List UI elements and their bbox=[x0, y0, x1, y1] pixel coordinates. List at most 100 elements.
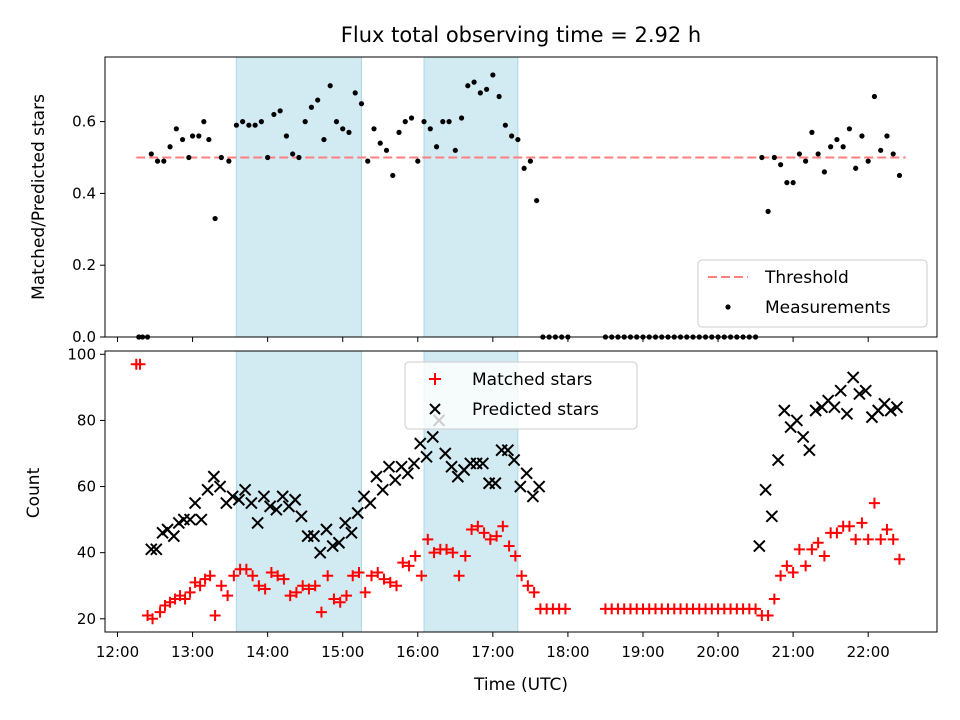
measurements-point bbox=[534, 197, 540, 204]
measurements-point bbox=[496, 93, 502, 100]
matched-stars-point bbox=[818, 550, 830, 562]
legend-matched-label: Matched stars bbox=[472, 370, 592, 390]
measurements-point bbox=[346, 129, 352, 135]
matched-stars-point bbox=[134, 358, 146, 370]
matched-stars-point bbox=[856, 517, 868, 529]
measurements-point bbox=[446, 119, 452, 125]
predicted-stars-point bbox=[313, 546, 327, 559]
predicted-stars-point bbox=[445, 460, 458, 473]
predicted-stars-point bbox=[489, 477, 502, 490]
measurements-point bbox=[483, 86, 490, 92]
predicted-stars-point bbox=[778, 404, 791, 417]
count-x-axis-label: Time (UTC) bbox=[473, 675, 568, 695]
predicted-stars-point bbox=[834, 384, 847, 397]
measurements-point bbox=[834, 136, 840, 143]
measurements-point bbox=[212, 215, 218, 222]
predicted-stars-point bbox=[765, 510, 779, 523]
measurements-point bbox=[846, 126, 853, 132]
measurements-point bbox=[790, 180, 796, 186]
matched-stars-point bbox=[179, 593, 191, 605]
measurements-point bbox=[173, 126, 179, 132]
matched-stars-point bbox=[800, 560, 812, 572]
matched-stars-point bbox=[315, 606, 327, 618]
predicted-stars-point bbox=[796, 430, 810, 444]
predicted-stars-point bbox=[790, 414, 804, 427]
measurements-point bbox=[415, 158, 421, 164]
count-x-tick-label: 13:00 bbox=[171, 643, 214, 661]
count-x-tick-label: 20:00 bbox=[696, 643, 739, 661]
measurements-point bbox=[233, 122, 239, 128]
measurements-point bbox=[218, 154, 224, 161]
measurements-point bbox=[408, 115, 415, 121]
predicted-stars-point bbox=[884, 404, 897, 417]
matched-stars-point bbox=[887, 533, 899, 545]
measurements-point bbox=[884, 133, 890, 139]
measurements-point bbox=[302, 119, 308, 125]
predicted-stars-point bbox=[150, 543, 163, 556]
measurements-point bbox=[371, 126, 377, 132]
matched-stars-point bbox=[372, 566, 384, 578]
matched-stars-point bbox=[328, 593, 340, 605]
matched-stars-point bbox=[459, 550, 471, 562]
predicted-stars-point bbox=[213, 480, 227, 493]
predicted-stars-point bbox=[226, 490, 239, 503]
matched-stars-point bbox=[384, 576, 396, 588]
measurements-point bbox=[308, 104, 315, 110]
legend-matched-swatch bbox=[429, 373, 441, 385]
ratio-chart-title: Flux total observing time = 2.92 h bbox=[341, 23, 701, 47]
measurements-point bbox=[179, 136, 186, 143]
matched-stars-point bbox=[806, 543, 818, 555]
matched-stars-point bbox=[284, 590, 296, 602]
matched-stars-point bbox=[868, 497, 880, 509]
predicted-stars-point bbox=[145, 543, 158, 556]
count-y-tick-label: 40 bbox=[77, 544, 96, 562]
measurements-point bbox=[333, 119, 340, 125]
matched-stars-point bbox=[447, 547, 459, 559]
matched-stars-point bbox=[503, 540, 515, 552]
predicted-stars-point bbox=[376, 483, 389, 497]
matched-stars-point bbox=[843, 520, 855, 532]
measurements-point bbox=[396, 129, 402, 135]
measurements-point bbox=[265, 154, 271, 161]
matched-stars-point bbox=[787, 566, 799, 578]
predicted-stars-point bbox=[514, 480, 527, 493]
predicted-stars-point bbox=[251, 516, 264, 530]
predicted-stars-point bbox=[326, 539, 339, 553]
predicted-stars-point bbox=[307, 529, 321, 543]
count-y-axis-label: Count bbox=[24, 467, 44, 518]
matched-stars-point bbox=[347, 570, 359, 582]
predicted-stars-point bbox=[439, 447, 452, 460]
predicted-stars-point bbox=[364, 496, 377, 510]
predicted-stars-point bbox=[426, 430, 440, 444]
measurements-point bbox=[803, 158, 809, 164]
matched-stars-point bbox=[265, 566, 277, 578]
predicted-stars-point bbox=[188, 496, 202, 510]
matched-stars-point bbox=[881, 524, 893, 536]
predicted-stars-point bbox=[232, 493, 246, 506]
predicted-stars-point bbox=[257, 490, 271, 503]
matched-stars-point bbox=[762, 609, 774, 621]
legend-predicted-swatch bbox=[429, 403, 441, 415]
matched-stars-point bbox=[522, 580, 534, 592]
ratio-y-tick-label: 0.4 bbox=[72, 184, 96, 202]
measurements-point bbox=[226, 158, 232, 164]
predicted-stars-point bbox=[345, 526, 358, 540]
predicted-stars-point bbox=[167, 529, 181, 543]
predicted-stars-point bbox=[195, 513, 208, 526]
ratio-shaded-interval-2 bbox=[423, 56, 519, 338]
predicted-stars-point bbox=[753, 539, 766, 553]
measurements-point bbox=[161, 158, 167, 164]
count-shaded-interval-1 bbox=[235, 350, 362, 633]
predicted-stars-point bbox=[859, 384, 872, 397]
matched-stars-point bbox=[422, 533, 434, 545]
legend-measurements-swatch bbox=[725, 304, 731, 310]
measurements-point bbox=[277, 108, 283, 114]
measurements-point bbox=[390, 172, 396, 179]
ratio-legend: Threshold Measurements bbox=[697, 259, 928, 328]
matched-stars-point bbox=[768, 593, 780, 605]
measurements-point bbox=[383, 147, 390, 153]
ratio-y-axis-label: Matched/Predicted stars bbox=[29, 94, 49, 300]
predicted-stars-point bbox=[245, 496, 258, 510]
matched-stars-point bbox=[528, 586, 540, 598]
measurements-point bbox=[465, 83, 471, 89]
